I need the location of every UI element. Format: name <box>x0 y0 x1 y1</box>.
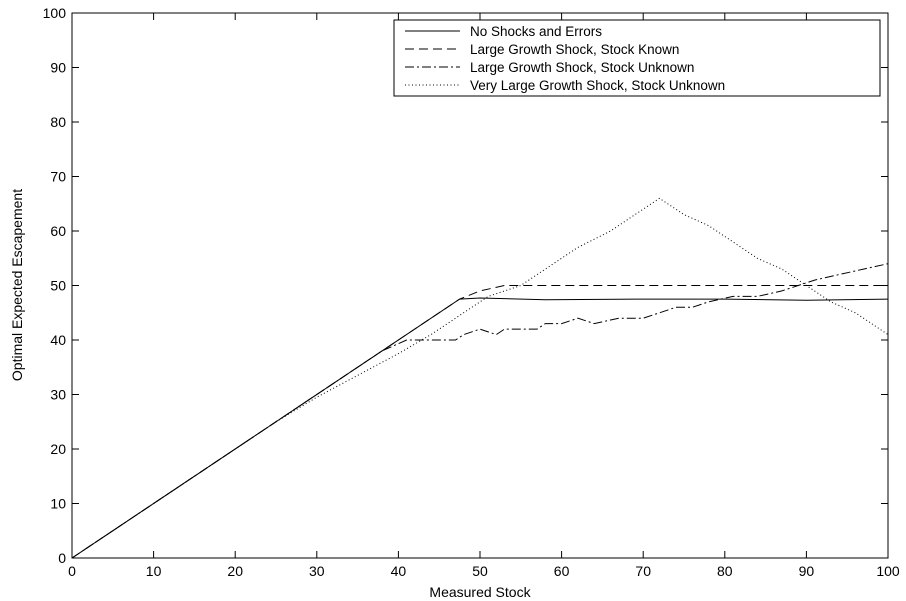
y-axis-title: Optimal Expected Escapement <box>9 189 25 381</box>
series-line-3 <box>71 263 889 559</box>
axis-ticks <box>71 12 889 559</box>
x-tick-label: 10 <box>146 563 162 579</box>
y-tick-label: 100 <box>43 5 67 21</box>
x-tick-label: 50 <box>472 563 488 579</box>
tick-labels: 0 10 20 30 40 50 60 70 80 90 100 0 10 20 30 40 50 60 70 80 9… <box>43 5 900 579</box>
y-tick-label: 40 <box>50 332 66 348</box>
x-tick-label: 60 <box>554 563 570 579</box>
x-tick-label: 30 <box>309 563 325 579</box>
y-tick-label: 60 <box>50 223 66 239</box>
y-tick-label: 90 <box>50 60 66 76</box>
x-axis-title: Measured Stock <box>429 584 531 600</box>
x-tick-label: 20 <box>227 563 243 579</box>
y-tick-label: 0 <box>58 550 66 566</box>
y-tick-label: 10 <box>50 496 66 512</box>
legend-box <box>393 19 881 97</box>
y-tick-label: 80 <box>50 114 66 130</box>
legend-label: Large Growth Shock, Stock Unknown <box>470 60 694 75</box>
y-tick-label: 30 <box>50 387 66 403</box>
y-tick-label: 50 <box>50 278 66 294</box>
legend-label: No Shocks and Errors <box>470 24 602 39</box>
x-tick-label: 90 <box>799 563 815 579</box>
legend-label: Very Large Growth Shock, Stock Unknown <box>470 78 725 93</box>
x-tick-label: 40 <box>391 563 407 579</box>
x-tick-label: 100 <box>876 563 900 579</box>
legend-label: Large Growth Shock, Stock Known <box>470 42 679 57</box>
x-tick-label: 70 <box>635 563 651 579</box>
legend: No Shocks and Errors Large Growth Shock, … <box>393 19 881 97</box>
x-tick-label: 0 <box>68 563 76 579</box>
series-lines <box>71 197 889 559</box>
series-line-2 <box>71 285 888 559</box>
y-tick-label: 20 <box>50 441 66 457</box>
y-tick-label: 70 <box>50 169 66 185</box>
x-tick-label: 80 <box>717 563 733 579</box>
series-line-1 <box>71 297 889 559</box>
